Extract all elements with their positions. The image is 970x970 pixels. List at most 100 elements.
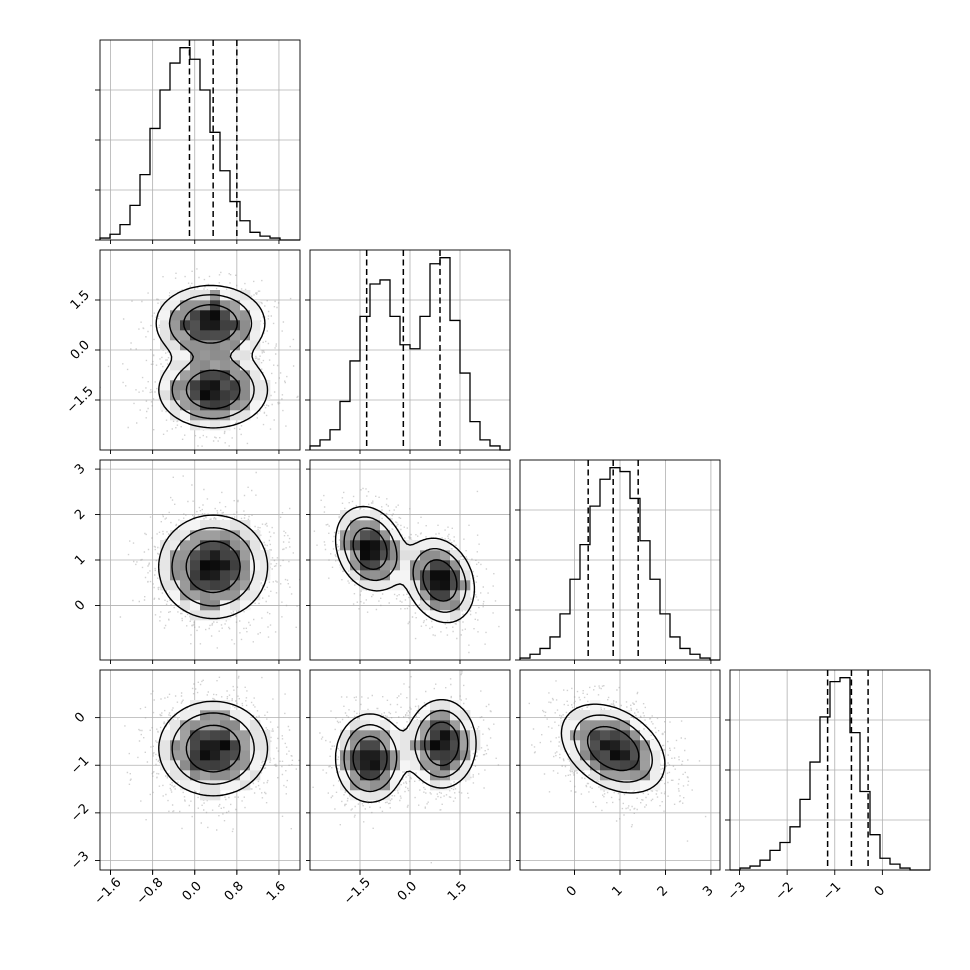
contour-line <box>343 709 469 793</box>
contour-line <box>586 725 640 772</box>
density-cell <box>390 770 401 781</box>
density-cell <box>360 520 371 531</box>
y-tick-label: −1 <box>68 754 92 778</box>
density-cell <box>430 600 441 611</box>
y-tick-label: 2 <box>72 507 88 523</box>
y-tick-label: 3 <box>72 461 88 477</box>
density-cell <box>180 570 191 581</box>
density-cell <box>230 330 241 341</box>
density-cell <box>390 760 401 771</box>
density-cell <box>180 290 191 301</box>
density-cell <box>650 740 661 751</box>
contour-line <box>352 527 458 602</box>
y-tick-label: −2 <box>68 801 92 825</box>
density-cell <box>250 340 261 351</box>
density-cell <box>580 720 591 731</box>
density-cell <box>600 740 611 751</box>
density-cell <box>220 540 231 551</box>
density-cell <box>380 750 391 761</box>
density-cell <box>360 750 371 761</box>
density-cell <box>190 770 201 781</box>
density-cell <box>190 290 201 301</box>
density-cell <box>200 610 211 621</box>
density-cell <box>200 740 211 751</box>
density-cell <box>620 730 631 741</box>
density-cell <box>210 610 221 621</box>
density-cell <box>640 740 651 751</box>
density-cell <box>560 720 571 731</box>
density-cell <box>180 730 191 741</box>
density-cell <box>160 310 171 321</box>
density-cell <box>200 310 211 321</box>
density-cell <box>340 770 351 781</box>
density-cell <box>210 760 221 771</box>
density-cell <box>230 740 241 751</box>
density-cell <box>210 550 221 561</box>
density-cell <box>210 740 221 751</box>
density-cell <box>210 390 221 401</box>
density-cell <box>360 560 371 571</box>
density-cell <box>220 720 231 731</box>
density-cell <box>240 290 251 301</box>
density-cell <box>220 580 231 591</box>
density-cell <box>170 320 181 331</box>
density-cell <box>250 570 261 581</box>
density-cell <box>180 760 191 771</box>
density-cell <box>250 400 261 411</box>
density-cell <box>200 730 211 741</box>
density-cell <box>230 300 241 311</box>
density-cell <box>410 560 421 571</box>
density-cell <box>340 560 351 571</box>
density-cell <box>440 580 451 591</box>
density-cell <box>180 540 191 551</box>
density-cell <box>170 340 181 351</box>
x-tick-label: −1.6 <box>92 875 125 908</box>
density-cell <box>580 730 591 741</box>
density-cell <box>250 730 261 741</box>
contour-line <box>185 724 241 773</box>
density-cell <box>220 380 231 391</box>
density-cell <box>200 720 211 731</box>
density-cell <box>370 790 381 801</box>
density-cell <box>430 730 441 741</box>
density-cell <box>170 540 181 551</box>
density-cell <box>350 760 361 771</box>
density-cell <box>460 710 471 721</box>
scatter-panel-0-2 <box>99 459 301 661</box>
density-cell <box>230 760 241 771</box>
density-cell <box>350 560 361 571</box>
density-cell <box>460 570 471 581</box>
density-cell <box>260 750 271 761</box>
contour-line <box>343 516 467 613</box>
density-cell <box>170 560 181 571</box>
density-cell <box>430 750 441 761</box>
density-cell <box>220 330 231 341</box>
density-cell <box>640 760 651 771</box>
density-cell <box>380 720 391 731</box>
density-cell <box>190 300 201 311</box>
density-cell <box>170 770 181 781</box>
contour-line <box>573 714 653 783</box>
density-cell <box>420 600 431 611</box>
density-cell <box>450 610 461 621</box>
density-cell <box>400 540 411 551</box>
density-cell <box>440 700 451 711</box>
density-cell <box>220 760 231 771</box>
density-cell <box>260 560 271 571</box>
density-cell <box>250 320 261 331</box>
density-cell <box>240 320 251 331</box>
y-tick-label: −1.5 <box>64 384 97 417</box>
density-cell <box>230 780 241 791</box>
x-tick-label: 1 <box>609 883 625 899</box>
density-cell <box>230 290 241 301</box>
density-cell <box>440 710 451 721</box>
density-cell <box>170 580 181 591</box>
contour-line <box>155 284 269 429</box>
x-tick-label: 1.5 <box>445 879 470 904</box>
density-cell <box>180 320 191 331</box>
density-cell <box>370 780 381 791</box>
scatter-points <box>312 670 500 864</box>
density-cell <box>610 770 621 781</box>
density-cell <box>220 780 231 791</box>
density-cell <box>190 750 201 761</box>
